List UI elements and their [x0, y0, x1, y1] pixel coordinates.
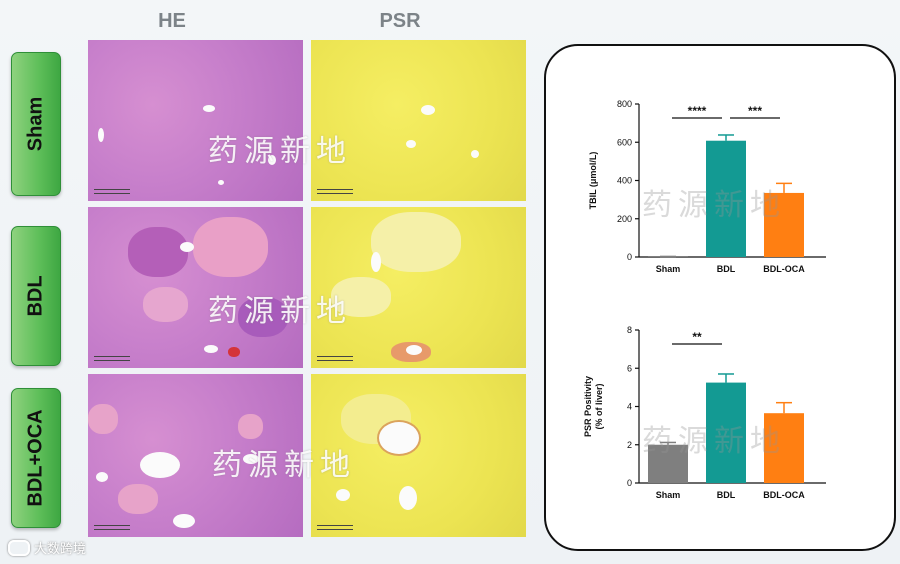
row-label-sham: Sham — [11, 52, 61, 196]
chart2-significance-label: ** — [692, 330, 702, 344]
row-label-bdl-oca-text: BDL+OCA — [24, 409, 47, 507]
chart1-x-tick-label: Sham — [656, 264, 681, 274]
chart2-x-tick-label: BDL-OCA — [763, 490, 805, 500]
he-column-header: HE — [158, 10, 186, 32]
brand-logo-icon — [8, 539, 30, 556]
chart1-y-axis-label: TBIL (μmol/L) — [588, 152, 598, 210]
he-sham-image — [88, 40, 303, 201]
chart1-y-tick-label: 200 — [617, 214, 632, 224]
chart-watermark-1: 药源新地 — [642, 188, 786, 223]
footer-brand: 大数跨境 — [8, 538, 86, 557]
watermark-row-1: 药源新地 — [208, 134, 352, 169]
he-bdl-image — [88, 207, 303, 368]
row-label-bdl-text: BDL — [24, 275, 47, 317]
chart2-x-tick-label: Sham — [656, 490, 681, 500]
psr-bdl-image — [311, 207, 526, 368]
chart2-bar-bdl-oca — [764, 413, 804, 483]
chart1-significance-label: *** — [748, 104, 762, 118]
footer-brand-text: 大数跨境 — [34, 541, 87, 556]
chart2-bar-sham — [648, 444, 688, 483]
row-label-bdl-oca: BDL+OCA — [11, 388, 61, 528]
psr-column-header: PSR — [379, 10, 421, 32]
chart1-y-tick-label: 400 — [617, 176, 632, 186]
chart1-y-tick-label: 0 — [627, 252, 632, 262]
chart2-x-tick-label: BDL — [717, 490, 736, 500]
watermark-row-2: 药源新地 — [208, 294, 352, 329]
row-label-sham-text: Sham — [24, 96, 47, 152]
row-label-bdl: BDL — [11, 226, 61, 366]
bar-charts: 0 200 400 600 800 TBIL (μmol/L) Sham BDL BDL-OCA… — [583, 99, 826, 500]
chart2-bar-bdl — [706, 382, 746, 483]
chart1-x-tick-label: BDL — [717, 264, 736, 274]
chart1-x-tick-label: BDL-OCA — [763, 264, 805, 274]
chart1-significance-label: **** — [688, 104, 707, 118]
chart2-y-tick-label: 8 — [627, 325, 632, 335]
chart1-y-tick-label: 600 — [617, 137, 632, 147]
chart1-bar-bdl — [706, 140, 746, 257]
chart1-y-tick-label: 800 — [617, 99, 632, 109]
he-bdl-oca-image — [88, 374, 303, 537]
chart1-bar-bdl-oca — [764, 192, 804, 257]
psr-bdl-oca-image — [311, 374, 526, 537]
chart2-y-tick-label: 6 — [627, 363, 632, 373]
chart2-y-tick-label: 2 — [627, 440, 632, 450]
psr-sham-image — [311, 40, 526, 201]
chart2-y-axis-label: (% of liver) — [594, 383, 604, 429]
watermark-row-3: 药源新地 — [212, 448, 356, 483]
chart-panel: 0 200 400 600 800 TBIL (μmol/L) Sham BDL BDL-OCA… — [544, 44, 896, 551]
chart2-y-tick-label: 0 — [627, 478, 632, 488]
chart-watermark-2: 药源新地 — [642, 424, 786, 459]
chart2-y-axis-label: PSR Positivity — [583, 376, 593, 437]
chart2-y-tick-label: 4 — [627, 402, 632, 412]
